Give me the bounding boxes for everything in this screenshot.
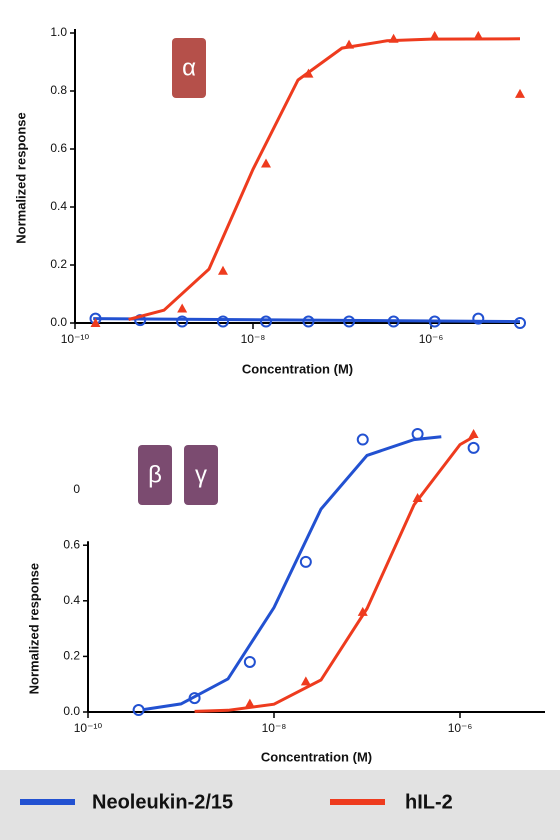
point bbox=[260, 315, 273, 328]
point bbox=[428, 315, 441, 328]
point bbox=[468, 429, 479, 438]
x-tick-label: 10⁻⁸ bbox=[262, 721, 287, 735]
point bbox=[357, 606, 368, 616]
x-tick-label: 10⁻⁶ bbox=[419, 332, 444, 346]
point bbox=[411, 428, 424, 440]
point bbox=[429, 30, 440, 40]
point bbox=[412, 492, 423, 502]
y-tick-label: 0.4 bbox=[63, 593, 80, 607]
point bbox=[261, 158, 272, 168]
point bbox=[217, 265, 228, 275]
y-axis-label: Normalized response bbox=[13, 112, 28, 244]
point bbox=[343, 315, 356, 328]
annotation: γ bbox=[195, 461, 207, 488]
point bbox=[356, 433, 369, 446]
point bbox=[176, 315, 189, 328]
annotation-box bbox=[184, 445, 218, 505]
point bbox=[303, 68, 314, 78]
y-tick-label: 0 bbox=[73, 482, 80, 496]
point bbox=[90, 318, 101, 327]
point bbox=[472, 312, 485, 325]
legend-label: Neoleukin-2/15 bbox=[92, 791, 233, 813]
point bbox=[514, 317, 526, 329]
point bbox=[177, 303, 188, 313]
y-tick-label: 0.2 bbox=[50, 257, 67, 271]
y-tick-label: 1.0 bbox=[50, 25, 67, 39]
y-axis-label: Normalized response bbox=[26, 563, 41, 695]
y-tick-label: 0.6 bbox=[50, 141, 67, 155]
fit-curve bbox=[194, 435, 475, 713]
x-tick-label: 10⁻¹⁰ bbox=[74, 721, 103, 735]
point bbox=[515, 88, 525, 98]
point bbox=[244, 698, 255, 708]
y-tick-label: 0.4 bbox=[50, 199, 67, 213]
y-tick-label: 0.6 bbox=[63, 537, 80, 551]
annotation-box bbox=[138, 445, 172, 505]
point bbox=[300, 676, 311, 686]
point bbox=[302, 315, 315, 328]
y-tick-label: 0.2 bbox=[63, 649, 80, 663]
point bbox=[132, 704, 145, 717]
point bbox=[299, 555, 312, 568]
point bbox=[243, 655, 256, 668]
x-axis-label: Concentration (M) bbox=[261, 749, 372, 764]
point bbox=[473, 30, 484, 40]
fit-curve bbox=[93, 317, 521, 324]
point bbox=[388, 33, 399, 43]
x-tick-label: 10⁻⁶ bbox=[448, 721, 473, 735]
fit-curve bbox=[128, 37, 521, 321]
x-tick-label: 10⁻⁸ bbox=[241, 332, 266, 346]
annotation: α bbox=[182, 54, 196, 81]
point bbox=[344, 39, 355, 49]
legend-label: hIL-2 bbox=[405, 791, 453, 813]
x-tick-label: 10⁻¹⁰ bbox=[61, 332, 90, 346]
point bbox=[387, 315, 400, 328]
annotation: β bbox=[148, 461, 162, 488]
y-tick-label: 0.0 bbox=[50, 315, 67, 329]
legend-band bbox=[0, 770, 560, 840]
point bbox=[188, 692, 201, 705]
x-axis-label: Concentration (M) bbox=[242, 361, 353, 376]
point bbox=[216, 315, 229, 328]
y-tick-label: 0.8 bbox=[50, 83, 67, 97]
annotation-box bbox=[172, 38, 206, 98]
point bbox=[467, 441, 480, 454]
y-tick-label: 0.0 bbox=[63, 704, 80, 718]
